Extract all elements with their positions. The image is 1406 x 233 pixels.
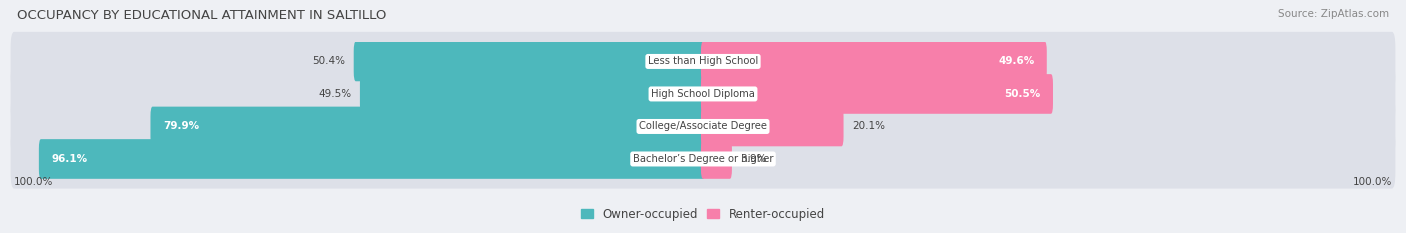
Text: 3.9%: 3.9% bbox=[740, 154, 766, 164]
FancyBboxPatch shape bbox=[702, 139, 733, 179]
Text: High School Diploma: High School Diploma bbox=[651, 89, 755, 99]
Text: 20.1%: 20.1% bbox=[852, 121, 884, 131]
Text: Bachelor’s Degree or higher: Bachelor’s Degree or higher bbox=[633, 154, 773, 164]
Text: Source: ZipAtlas.com: Source: ZipAtlas.com bbox=[1278, 9, 1389, 19]
FancyBboxPatch shape bbox=[702, 107, 844, 146]
FancyBboxPatch shape bbox=[11, 32, 1395, 91]
FancyBboxPatch shape bbox=[702, 42, 1047, 81]
FancyBboxPatch shape bbox=[702, 74, 1053, 114]
FancyBboxPatch shape bbox=[11, 129, 1395, 188]
Text: OCCUPANCY BY EDUCATIONAL ATTAINMENT IN SALTILLO: OCCUPANCY BY EDUCATIONAL ATTAINMENT IN S… bbox=[17, 9, 387, 22]
FancyBboxPatch shape bbox=[11, 97, 1395, 156]
Text: 50.5%: 50.5% bbox=[1004, 89, 1040, 99]
Text: 100.0%: 100.0% bbox=[1353, 177, 1392, 187]
Text: 96.1%: 96.1% bbox=[51, 154, 87, 164]
Text: 49.5%: 49.5% bbox=[319, 89, 352, 99]
Text: Less than High School: Less than High School bbox=[648, 56, 758, 66]
Text: 100.0%: 100.0% bbox=[14, 177, 53, 187]
Text: College/Associate Degree: College/Associate Degree bbox=[638, 121, 768, 131]
FancyBboxPatch shape bbox=[354, 42, 704, 81]
Text: 50.4%: 50.4% bbox=[312, 56, 346, 66]
FancyBboxPatch shape bbox=[150, 107, 704, 146]
Text: 79.9%: 79.9% bbox=[163, 121, 200, 131]
Legend: Owner-occupied, Renter-occupied: Owner-occupied, Renter-occupied bbox=[581, 208, 825, 221]
FancyBboxPatch shape bbox=[39, 139, 704, 179]
Text: 49.6%: 49.6% bbox=[998, 56, 1035, 66]
FancyBboxPatch shape bbox=[360, 74, 704, 114]
FancyBboxPatch shape bbox=[11, 64, 1395, 123]
